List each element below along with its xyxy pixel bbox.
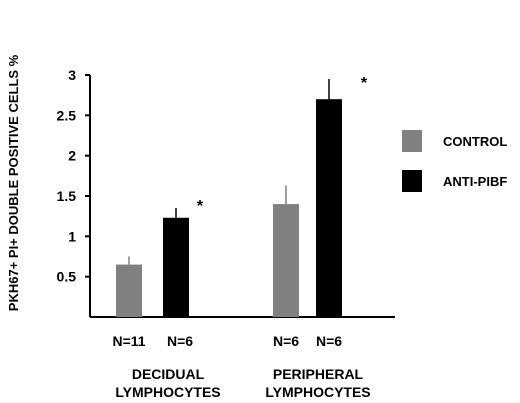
legend-swatch-anti-pibf xyxy=(402,170,422,192)
legend-swatch-control xyxy=(402,130,422,152)
group-label-line: PERIPHERAL xyxy=(273,366,364,382)
significance-asterisk: * xyxy=(361,75,368,92)
bar-anti-pibf xyxy=(316,99,342,317)
n-label: N=6 xyxy=(316,333,342,349)
significance-marks: ** xyxy=(197,75,368,215)
legend-label: ANTI-PIBF xyxy=(443,174,507,189)
n-label: N=6 xyxy=(273,333,299,349)
bar-anti-pibf xyxy=(163,217,189,317)
n-label: N=6 xyxy=(167,333,193,349)
y-axis-label: PKH67+ PI+ DOUBLE POSITIVE CELLS % xyxy=(6,54,21,311)
legend-label: CONTROL xyxy=(443,134,507,149)
significance-asterisk: * xyxy=(197,198,204,215)
y-tick-label: 2.5 xyxy=(57,107,77,123)
n-label: N=11 xyxy=(112,333,145,349)
y-tick-label: 1 xyxy=(68,228,76,244)
error-bars xyxy=(128,79,330,265)
bar-control xyxy=(116,264,142,317)
y-ticks: 0.5 1 1.5 2 2.5 3 xyxy=(57,67,90,285)
y-tick-label: 3 xyxy=(68,67,76,83)
bars xyxy=(116,99,342,317)
y-tick-label: 1.5 xyxy=(57,188,77,204)
n-labels: N=11 N=6 N=6 N=6 xyxy=(112,333,342,349)
y-tick-label: 2 xyxy=(68,148,76,164)
group-label-line: DECIDUAL xyxy=(132,366,205,382)
legend: CONTROL ANTI-PIBF xyxy=(402,130,507,192)
group-labels: DECIDUAL LYMPHOCYTES PERIPHERAL LYMPHOCYTES xyxy=(115,366,370,400)
group-label-line: LYMPHOCYTES xyxy=(265,384,370,400)
y-tick-label: 0.5 xyxy=(57,269,77,285)
group-label-line: LYMPHOCYTES xyxy=(115,384,220,400)
bar-control xyxy=(273,204,299,317)
